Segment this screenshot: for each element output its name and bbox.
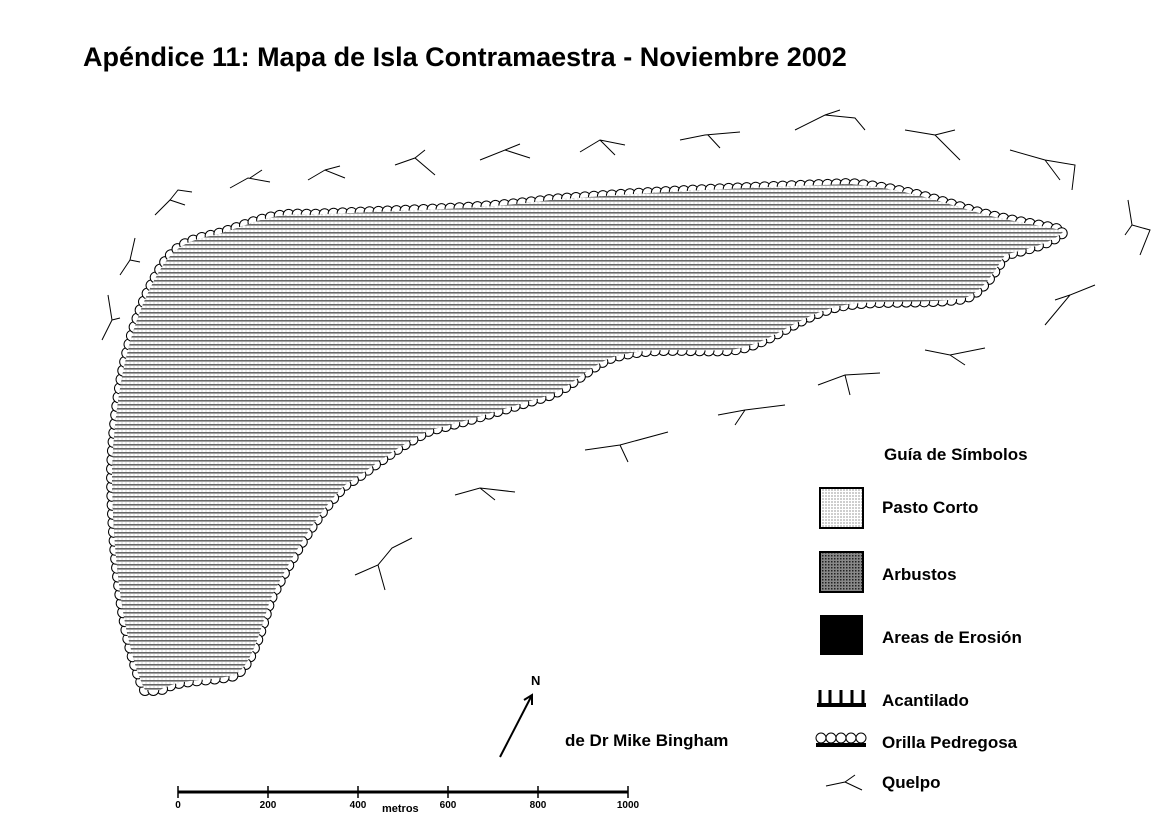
scale-label: 1000 — [617, 800, 640, 811]
kelp — [924, 347, 986, 366]
legend-swatch — [820, 615, 863, 655]
map-title: Apéndice 11: Mapa de Isla Contramaestra … — [83, 42, 847, 72]
kelp — [307, 165, 346, 181]
legend-swatch — [819, 487, 864, 529]
scale-label: 0 — [175, 800, 181, 811]
scale-unit: metros — [382, 803, 419, 815]
kelp — [229, 169, 271, 189]
legend-kelp-symbol — [825, 774, 863, 791]
kelp — [817, 372, 881, 396]
legend-label: Quelpo — [882, 773, 941, 792]
scale-bar: 0 200 400 600 800 1000 — [175, 786, 640, 811]
legend-title: Guía de Símbolos — [884, 445, 1028, 464]
kelp — [794, 109, 866, 131]
legend-swatch — [819, 551, 864, 593]
kelp — [679, 131, 741, 149]
north-arrow — [499, 694, 533, 758]
kelp — [579, 139, 626, 156]
legend-shore-symbol — [815, 732, 867, 747]
legend-label: Orilla Pedregosa — [882, 733, 1018, 752]
legend-label: Pasto Corto — [882, 498, 978, 517]
island-outline — [110, 182, 1065, 692]
kelp — [1044, 284, 1096, 326]
legend-label: Areas de Erosión — [882, 628, 1022, 647]
kelp — [119, 237, 141, 276]
scale-label: 600 — [440, 800, 457, 811]
scale-label: 200 — [260, 800, 277, 811]
legend-label: Acantilado — [882, 691, 969, 710]
kelp — [584, 431, 669, 463]
scale-label: 800 — [530, 800, 547, 811]
kelp — [101, 294, 121, 341]
kelp — [1124, 199, 1151, 256]
kelp — [904, 129, 961, 161]
kelp — [154, 189, 193, 216]
kelp — [1009, 149, 1076, 191]
legend-cliff-symbol — [817, 690, 866, 707]
legend-label: Arbustos — [882, 565, 957, 584]
kelp — [394, 149, 436, 176]
kelp — [717, 404, 786, 426]
kelp — [479, 143, 531, 161]
kelp — [454, 487, 516, 501]
kelp — [354, 537, 413, 591]
author: de Dr Mike Bingham — [565, 731, 728, 750]
kelp-group — [101, 109, 1151, 591]
north-label: N — [531, 673, 540, 688]
scale-label: 400 — [350, 800, 367, 811]
north-arrowhead — [523, 693, 533, 705]
